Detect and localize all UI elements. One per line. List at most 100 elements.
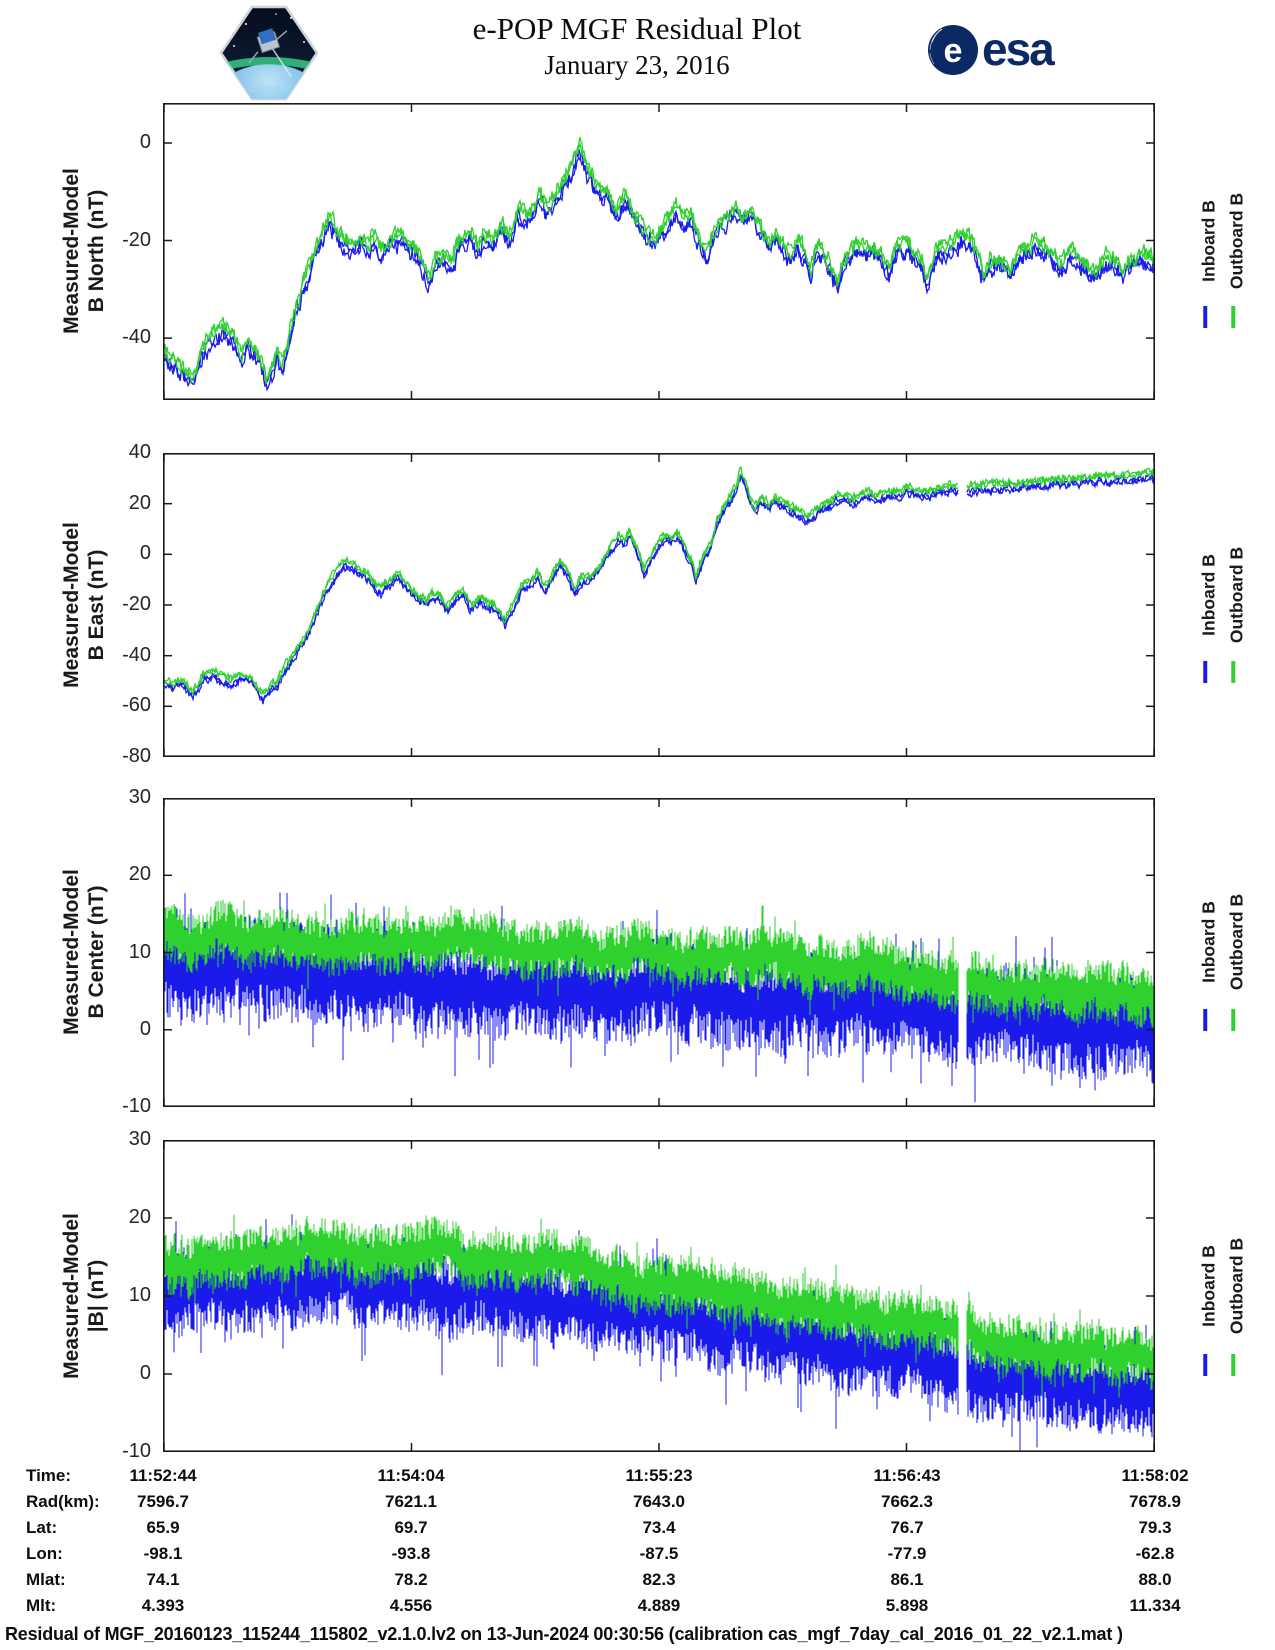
table-cell-r1-c1: 7621.1 xyxy=(385,1492,437,1511)
ytick-b-north--40: -40 xyxy=(122,326,151,349)
patch-aurora xyxy=(221,57,317,74)
ytick-b-magnitude-0: 0 xyxy=(139,1362,151,1384)
table-row-label-lat: Lat: xyxy=(26,1518,58,1537)
plot-b-north xyxy=(163,103,1155,400)
table-cell-r2-c2: 73.4 xyxy=(642,1518,676,1537)
table-cell-r2-c4: 79.3 xyxy=(1138,1518,1172,1537)
table-cell-r0-c2: 11:55:23 xyxy=(625,1466,693,1485)
ytick-b-center-10: 10 xyxy=(128,940,151,963)
ytick-b-center-30: 30 xyxy=(128,786,151,808)
table-row-label-radkm: Rad(km): xyxy=(26,1492,100,1511)
plot-b-magnitude xyxy=(163,1140,1155,1452)
legend-marker-outboard-p1 xyxy=(1231,306,1235,328)
series-inboard-b-east xyxy=(163,472,1155,705)
table-cell-r5-c3: 5.898 xyxy=(885,1596,929,1615)
ytick-b-magnitude-10: 10 xyxy=(128,1284,151,1306)
series-inboard-b-magnitude xyxy=(163,1214,1155,1452)
table-cell-r5-c4: 11.334 xyxy=(1129,1596,1181,1615)
table-cell-r0-c4: 11:58:02 xyxy=(1121,1466,1189,1485)
legend-outboard-label-p1: Outboard B xyxy=(1226,192,1247,290)
ytick-b-magnitude-30: 30 xyxy=(128,1128,151,1150)
table-cell-r1-c2: 7643.0 xyxy=(633,1492,685,1511)
ytick-b-center-0: 0 xyxy=(139,1017,151,1040)
legend-marker-outboard-p4 xyxy=(1231,1354,1235,1376)
patch-label: CASSIOPE xyxy=(248,85,290,94)
table-cell-r3-c2: -87.5 xyxy=(639,1544,679,1563)
series-inboard-b-east xyxy=(163,473,1155,703)
axes-box-b-north xyxy=(163,103,1155,400)
title-line-2: January 23, 2016 xyxy=(544,50,730,80)
legend-inboard-label-p3: Inboard B xyxy=(1198,901,1219,983)
table-cell-r4-c1: 78.2 xyxy=(394,1570,428,1589)
legend-marker-outboard-p2 xyxy=(1231,661,1235,683)
table-cell-r5-c0: 4.393 xyxy=(141,1596,185,1615)
ytick-b-east--60: -60 xyxy=(122,694,151,717)
series-outboard-b-east xyxy=(163,467,1155,697)
legend-marker-inboard-p2 xyxy=(1203,661,1207,683)
legend-marker-inboard-p4 xyxy=(1203,1354,1207,1376)
legend-outboard-label-p3: Outboard B xyxy=(1226,893,1247,991)
esa-globe-icon: e xyxy=(928,25,978,75)
plot-b-east xyxy=(163,453,1155,757)
table-row-label-time: Time: xyxy=(26,1466,72,1485)
table-cell-r3-c4: -62.8 xyxy=(1135,1544,1175,1563)
table-cell-r2-c1: 69.7 xyxy=(394,1518,428,1537)
legend-inboard-label-p2: Inboard B xyxy=(1198,554,1219,636)
table-cell-r5-c1: 4.556 xyxy=(389,1596,433,1615)
ytick-b-magnitude-20: 20 xyxy=(128,1206,151,1228)
table-row-label-mlat: Mlat: xyxy=(26,1570,66,1589)
series-outboard-b-east xyxy=(163,466,1155,696)
figure-title: e-POP MGF Residual Plot January 23, 2016 xyxy=(337,10,937,82)
legend-marker-inboard-p3 xyxy=(1203,1009,1207,1031)
ytick-b-east--20: -20 xyxy=(122,593,151,615)
table-cell-r2-c0: 65.9 xyxy=(146,1518,180,1537)
ytick-b-east--80: -80 xyxy=(122,745,151,767)
axes-box-b-center xyxy=(163,798,1155,1107)
patch-satellite xyxy=(248,28,292,78)
series-outboard-b-north xyxy=(163,142,1155,385)
ytick-b-north--20: -20 xyxy=(122,228,151,251)
esa-wordmark: esa xyxy=(982,23,1055,75)
table-cell-r1-c0: 7596.7 xyxy=(137,1492,189,1511)
table-cell-r3-c3: -77.9 xyxy=(887,1544,927,1563)
ytick-b-magnitude--10: -10 xyxy=(122,1440,151,1462)
cassiope-mission-patch: CASSIOPE xyxy=(219,5,319,101)
svg-text:e: e xyxy=(944,32,963,70)
ytick-b-north-0: 0 xyxy=(139,130,151,153)
table-cell-r3-c0: -98.1 xyxy=(143,1544,183,1563)
table-cell-r4-c4: 88.0 xyxy=(1138,1570,1172,1589)
legend-marker-outboard-p3 xyxy=(1231,1009,1235,1031)
table-row-label-lon: Lon: xyxy=(26,1544,63,1563)
series-inboard-b-north xyxy=(163,151,1155,392)
legend-marker-inboard-p1 xyxy=(1203,306,1207,328)
plot-b-center xyxy=(163,798,1155,1107)
table-cell-r0-c0: 11:52:44 xyxy=(129,1466,197,1485)
table-cell-r0-c1: 11:54:04 xyxy=(377,1466,445,1485)
legend-outboard-label-p4: Outboard B xyxy=(1226,1237,1247,1335)
table-cell-r0-c3: 11:56:43 xyxy=(873,1466,941,1485)
series-inboard-b-north xyxy=(163,149,1155,388)
ytick-b-center-20: 20 xyxy=(128,863,151,886)
axes-box-b-east xyxy=(163,453,1155,757)
table-cell-r1-c4: 7678.9 xyxy=(1129,1492,1181,1511)
table-cell-r5-c2: 4.889 xyxy=(637,1596,681,1615)
table-row-label-mlt: Mlt: xyxy=(26,1596,57,1615)
footer-provenance-text: Residual of MGF_20160123_115244_115802_v… xyxy=(5,1624,1123,1644)
ytick-b-center--10: -10 xyxy=(122,1095,151,1117)
table-cell-r4-c2: 82.3 xyxy=(642,1570,676,1589)
series-outboard-b-magnitude xyxy=(163,1214,1155,1398)
ytick-b-east-40: 40 xyxy=(128,441,151,463)
table-cell-r2-c3: 76.7 xyxy=(890,1518,924,1537)
legend-inboard-label-p4: Inboard B xyxy=(1198,1245,1219,1327)
table-cell-r1-c3: 7662.3 xyxy=(881,1492,933,1511)
legend-outboard-label-p2: Outboard B xyxy=(1226,546,1247,644)
esa-logo: e esa xyxy=(928,23,1057,75)
table-cell-r4-c3: 86.1 xyxy=(890,1570,924,1589)
legend-inboard-label-p1: Inboard B xyxy=(1198,200,1219,282)
series-outboard-b-north xyxy=(163,136,1155,380)
ytick-b-east--40: -40 xyxy=(122,643,151,666)
ytick-b-east-20: 20 xyxy=(128,491,151,514)
axes-box-b-magnitude xyxy=(163,1140,1155,1452)
table-cell-r3-c1: -93.8 xyxy=(391,1544,431,1563)
